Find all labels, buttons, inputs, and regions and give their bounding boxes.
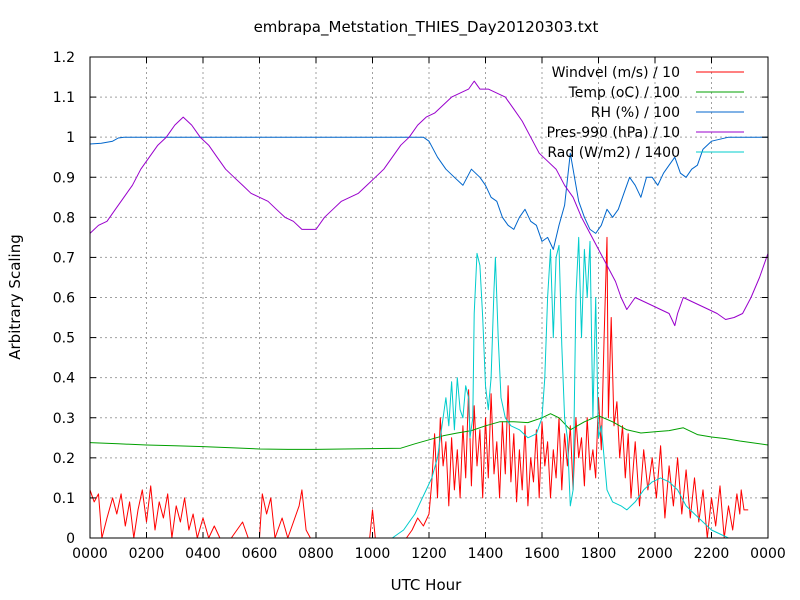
legend-label: Windvel (m/s) / 10 [552, 65, 680, 81]
chart-title: embrapa_Metstation_THIES_Day20120303.txt [254, 18, 599, 37]
series-layer [89, 80, 769, 539]
legend-label: Temp (oC) / 100 [568, 85, 680, 101]
axis-ticks: 0000 0200 0400 0600 0800 1000 1200 1400 1600 1800… [53, 50, 786, 562]
series-line-5 [392, 236, 729, 539]
y-tick-label: 0.2 [53, 451, 75, 467]
grid-lines [90, 57, 768, 538]
legend-label: Pres-990 (hPa) / 10 [547, 125, 680, 141]
x-tick-label: 0800 [298, 546, 334, 562]
series-line-1 [89, 236, 749, 539]
y-tick-label: 1.2 [53, 50, 75, 66]
x-tick-label: 2200 [694, 546, 730, 562]
y-axis-label: Arbitrary Scaling [6, 234, 24, 360]
x-tick-label: 1600 [524, 546, 560, 562]
y-tick-label: 0.8 [53, 210, 75, 226]
x-tick-label: 2000 [637, 546, 673, 562]
x-tick-label: 1400 [468, 546, 504, 562]
legend: Windvel (m/s) / 10 Temp (oC) / 100 RH (%) … [547, 65, 744, 161]
series-line-2 [89, 413, 769, 450]
x-tick-label: 0400 [185, 546, 221, 562]
x-tick-label: 0600 [242, 546, 278, 562]
x-tick-label: 1200 [411, 546, 447, 562]
x-tick-label: 1800 [581, 546, 617, 562]
y-tick-label: 0 [66, 531, 75, 547]
y-tick-label: 0.3 [53, 411, 75, 427]
series-line-4 [89, 80, 769, 327]
x-tick-label: 1000 [355, 546, 391, 562]
y-tick-label: 0.7 [53, 250, 75, 266]
series-line-3 [89, 136, 768, 250]
y-tick-label: 0.4 [53, 371, 75, 387]
x-tick-label: 0000 [72, 546, 108, 562]
y-tick-label: 0.1 [53, 491, 75, 507]
y-tick-label: 0.6 [53, 291, 75, 307]
y-tick-label: 1 [66, 130, 75, 146]
y-tick-label: 0.9 [53, 170, 75, 186]
x-tick-label: 0200 [129, 546, 165, 562]
x-axis-label: UTC Hour [391, 576, 462, 594]
legend-label: RH (%) / 100 [591, 105, 680, 121]
legend-label: Rad (W/m2) / 1400 [547, 145, 680, 161]
x-tick-label: 0000 [750, 546, 786, 562]
y-tick-label: 0.5 [53, 331, 75, 347]
y-tick-label: 1.1 [53, 90, 75, 106]
